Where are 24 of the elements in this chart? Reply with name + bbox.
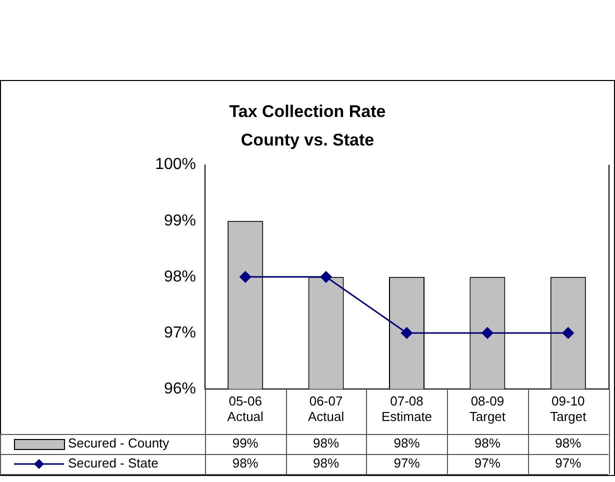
y-tick-label: 98% xyxy=(164,268,196,286)
data-label: 98% xyxy=(474,436,501,451)
legend-label: Secured - State xyxy=(68,456,158,471)
data-label: 97% xyxy=(474,456,501,471)
data-label: 98% xyxy=(555,436,582,451)
data-label: 98% xyxy=(313,456,340,471)
data-label: 99% xyxy=(232,436,259,451)
data-label: 98% xyxy=(313,436,340,451)
data-label: 98% xyxy=(394,436,420,451)
y-tick-label: 97% xyxy=(164,324,196,342)
x-tick-label: 06-07 Actual xyxy=(308,393,344,424)
y-tick-label: 96% xyxy=(164,380,196,398)
x-tick-label: 05-06 Actual xyxy=(227,393,264,424)
x-tick-label: 08-09 Target xyxy=(469,393,506,424)
data-label: 97% xyxy=(555,456,582,471)
x-tick-label: 07-08 Estimate xyxy=(381,393,432,424)
data-label: 97% xyxy=(394,456,420,471)
data-label: 98% xyxy=(232,456,259,471)
y-tick-label: 99% xyxy=(164,212,196,230)
chart-title: Tax Collection Rate xyxy=(229,102,386,121)
legend-label: Secured - County xyxy=(68,436,170,451)
x-tick-label: 09-10 Target xyxy=(550,393,587,424)
y-tick-label: 100% xyxy=(155,156,196,174)
chart-subtitle: County vs. State xyxy=(240,130,374,150)
